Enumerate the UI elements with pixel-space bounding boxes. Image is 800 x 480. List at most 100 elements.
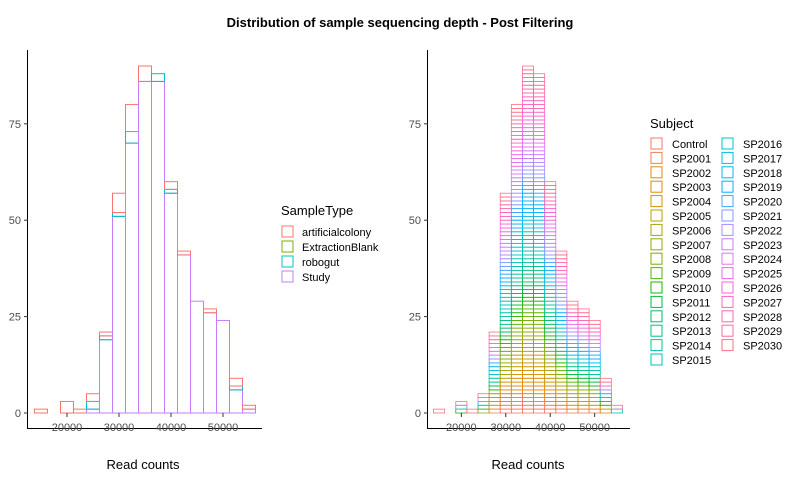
right-bar-segment (488, 370, 501, 375)
left-bar-segment (151, 73, 165, 82)
right-bar-segment (533, 88, 546, 94)
right-bar-segment (522, 354, 534, 360)
right-bar-segment (566, 358, 579, 364)
right-bar-segment (533, 131, 546, 136)
right-bar-segment (533, 389, 546, 395)
right-bar-segment (555, 370, 568, 375)
sampletype-legend-title: SampleType (281, 203, 353, 218)
left-bar-segment (242, 408, 256, 414)
right-bar-segment (544, 347, 557, 352)
right-bar-segment (499, 208, 512, 213)
right-bar-segment (533, 223, 546, 229)
right-bar-segment (533, 100, 546, 105)
right-bar-segment (577, 339, 590, 345)
sampletype-legend-label: artificialcolony (302, 227, 372, 239)
right-bar-segment (588, 323, 601, 329)
right-bar-segment (510, 327, 523, 333)
right-bar-segment (577, 374, 590, 379)
right-bar-segment (544, 239, 557, 244)
right-bar-segment (499, 304, 512, 310)
right-bar-segment (488, 401, 501, 406)
left-bar-segment (125, 142, 139, 414)
right-bar-segment (555, 250, 568, 256)
right-bar-segment (510, 158, 523, 163)
right-bar-segment (566, 366, 579, 371)
right-bar-segment (522, 331, 534, 337)
right-bar-segment (499, 246, 512, 252)
right-bar-segment (510, 200, 523, 206)
right-bar-segment (555, 377, 568, 383)
right-bar-segment (544, 300, 557, 306)
right-x-tick-label: 30000 (490, 422, 521, 434)
subject-legend-key (721, 223, 734, 236)
right-bar-segment (455, 401, 468, 406)
right-bar-segment (555, 285, 568, 291)
right-bar-segment (533, 308, 546, 314)
right-bar-segment (555, 269, 568, 275)
right-bar-segment (499, 370, 512, 375)
right-bar-segment (522, 223, 534, 229)
subject-legend-label: SP2021 (743, 211, 782, 223)
right-bar-segment (566, 327, 579, 333)
left-bar-segment (164, 181, 178, 190)
right-bar-segment (522, 208, 534, 213)
right-bar-segment (488, 350, 501, 356)
right-bar-segment (533, 320, 546, 325)
right-bar-segment (510, 134, 523, 140)
right-bar-segment (510, 269, 523, 275)
right-bar-segment (588, 385, 601, 391)
right-bar-segment (533, 196, 546, 202)
right-bar-segment (544, 339, 557, 345)
right-bar-segment (510, 401, 523, 406)
right-bar-segment (533, 239, 546, 244)
right-bar-segment (533, 404, 546, 410)
right-bar-segment (544, 181, 557, 186)
right-y-tick-label: 0 (415, 408, 421, 420)
right-bar-segment (566, 397, 579, 402)
subject-legend-key (721, 180, 734, 193)
right-bar-segment (544, 277, 557, 283)
right-bar-segment (499, 377, 512, 383)
right-bar-segment (455, 408, 468, 414)
left-bar-segment (99, 331, 113, 337)
subject-legend-key (650, 267, 663, 280)
right-bar-segment (510, 366, 523, 371)
right-bar-segment (510, 404, 523, 410)
right-bar-segment (510, 111, 523, 117)
right-bar-segment (499, 320, 512, 325)
right-bar-segment (533, 227, 546, 233)
right-bar-segment (522, 119, 534, 125)
right-bar-segment (510, 316, 523, 321)
right-bar-segment (577, 397, 590, 402)
right-bar-segment (599, 381, 612, 387)
right-bar-segment (522, 262, 534, 267)
left-bar-segment (138, 65, 152, 82)
right-bar-segment (533, 208, 546, 213)
right-bar-segment (510, 123, 523, 129)
right-bar-segment (577, 389, 590, 395)
right-bar-segment (522, 285, 534, 291)
right-bar-segment (533, 316, 546, 321)
right-bar-segment (544, 408, 557, 414)
right-bar-segment (477, 404, 490, 410)
right-bar-segment (510, 323, 523, 329)
right-bar-segment (555, 374, 568, 379)
right-bar-segment (522, 350, 534, 356)
subject-legend-key (650, 209, 663, 222)
subject-legend-key (650, 339, 663, 352)
right-bar-segment (510, 142, 523, 148)
right-bar-segment (522, 123, 534, 129)
right-bar-segment (499, 277, 512, 283)
left-bar-segment (203, 312, 217, 414)
right-bar-segment (510, 296, 523, 302)
right-bar-segment (533, 246, 546, 252)
right-bar-segment (499, 389, 512, 395)
right-bar-segment (522, 100, 534, 105)
right-bar-segment (488, 339, 501, 345)
right-bar-segment (499, 385, 512, 391)
right-bar-segment (555, 254, 568, 260)
right-bar-segment (510, 185, 523, 190)
right-bar-segment (555, 401, 568, 406)
right-bar-segment (522, 347, 534, 352)
right-bar-segment (577, 377, 590, 383)
